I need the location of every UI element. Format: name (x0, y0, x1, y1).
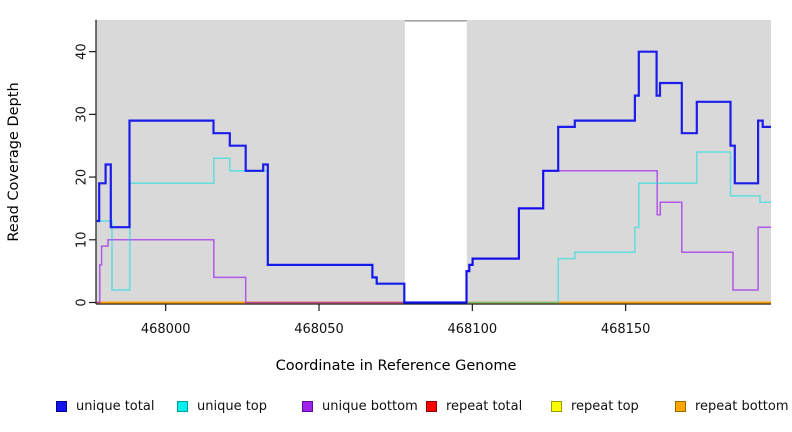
x-axis-title: Coordinate in Reference Genome (275, 358, 517, 374)
y-tick-label: 20 (75, 169, 90, 186)
y-axis-title: Read Coverage Depth (6, 82, 22, 242)
x-tick-label: 468100 (448, 322, 498, 337)
x-tick-label: 468050 (294, 322, 344, 337)
x-tick-label: 468000 (141, 322, 191, 337)
masked-region (404, 20, 467, 304)
y-tick-label: 30 (75, 106, 90, 123)
y-tick-label: 40 (75, 43, 90, 60)
series-unique-total (96, 50, 771, 304)
y-tick-label: 0 (75, 298, 90, 306)
x-tick-label: 468150 (601, 322, 651, 337)
y-tick-label: 10 (75, 232, 90, 249)
